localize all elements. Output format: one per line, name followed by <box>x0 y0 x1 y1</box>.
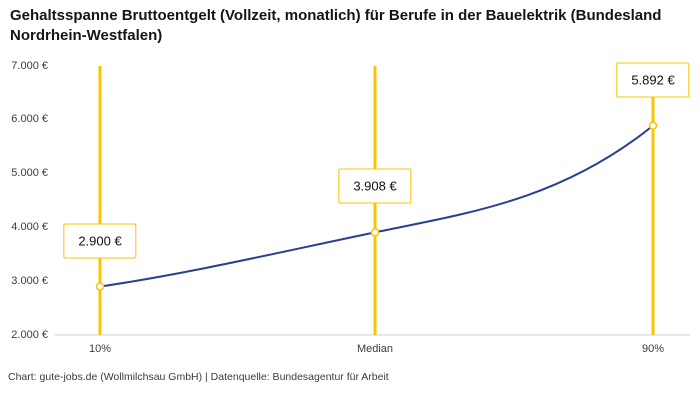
y-axis-tick-label: 5.000 € <box>11 167 48 180</box>
y-axis-tick-label: 4.000 € <box>11 220 48 233</box>
data-point-10% <box>95 282 105 291</box>
chart-title: Gehaltsspanne Bruttoentgelt (Vollzeit, m… <box>10 7 662 44</box>
value-label-Median: 3.908 € <box>338 168 412 204</box>
y-axis-tick-label: 2.000 € <box>11 328 48 341</box>
x-axis-tick-label: 10% <box>88 343 112 355</box>
y-axis-tick-label: 6.000 € <box>11 113 48 126</box>
y-axis-tick-label: 3.000 € <box>11 274 48 287</box>
attribution-footer: Chart: gute-jobs.de (Wollmilchsau GmbH) … <box>8 371 389 383</box>
data-point-90% <box>648 121 658 130</box>
x-axis-tick-label: Median <box>356 343 394 355</box>
data-point-Median <box>370 228 380 237</box>
y-axis-tick-label: 7.000 € <box>11 59 48 72</box>
x-axis-tick-label: 90% <box>641 343 665 355</box>
value-label-10%: 2.900 € <box>63 223 137 259</box>
value-label-90%: 5.892 € <box>616 62 690 98</box>
